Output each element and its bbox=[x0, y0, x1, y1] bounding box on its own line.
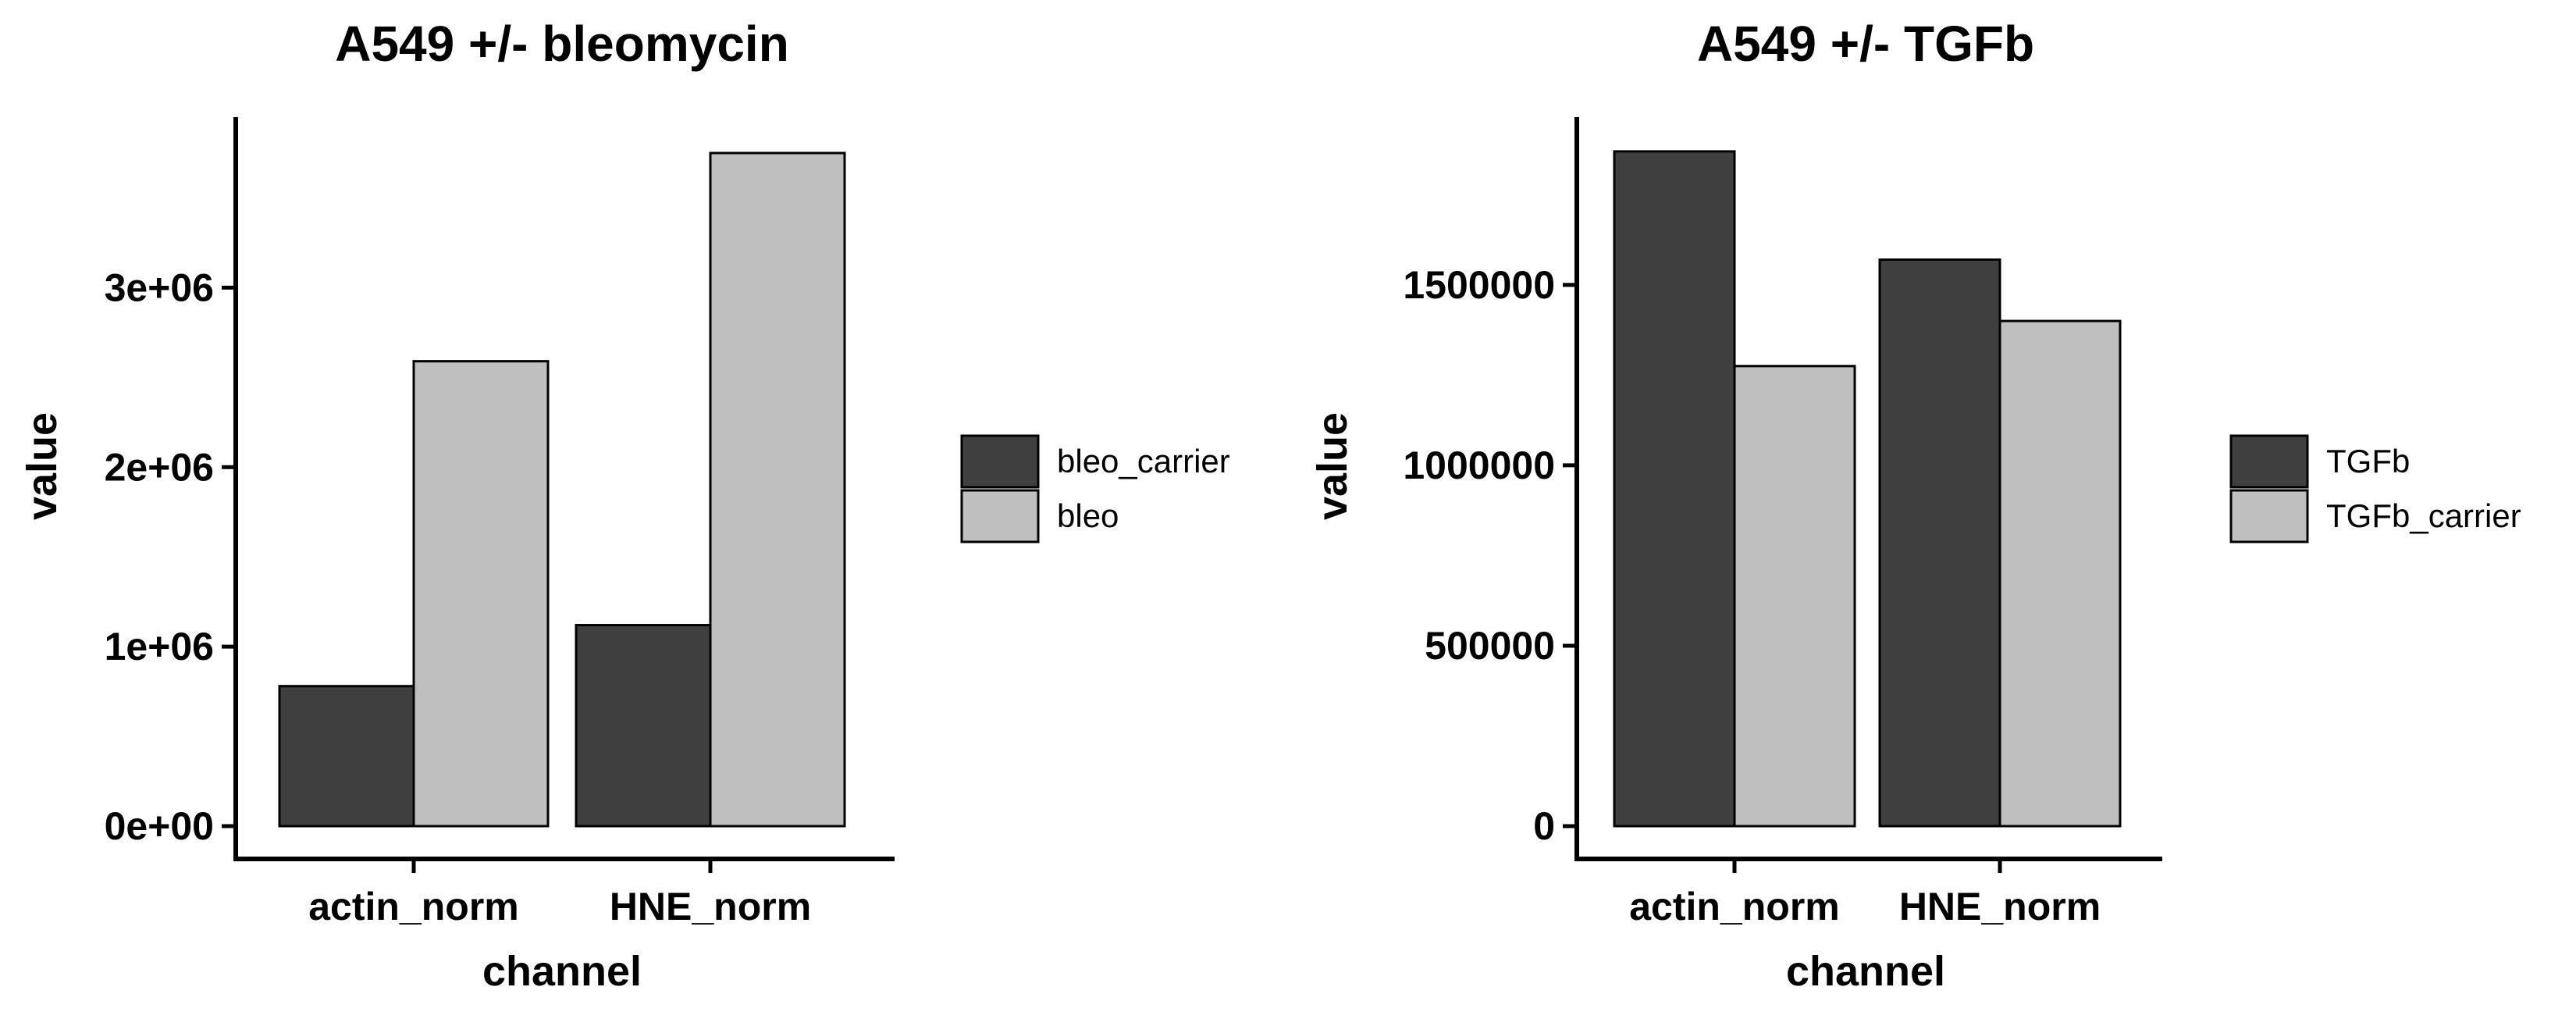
x-axis-title: channel bbox=[1786, 948, 1945, 995]
legend-label-TGFb_carrier: TGFb_carrier bbox=[2326, 497, 2521, 534]
y-tick-label: 500000 bbox=[1425, 624, 1555, 668]
bar-bleo-actin_norm bbox=[412, 360, 550, 828]
y-tick-label: 0 bbox=[1533, 804, 1555, 848]
y-axis-title: value bbox=[1309, 412, 1356, 520]
legend-label-TGFb: TGFb bbox=[2326, 443, 2410, 479]
bar-bleo-HNE_norm bbox=[709, 151, 846, 828]
y-tick-label: 1000000 bbox=[1403, 444, 1555, 487]
y-axis-title: value bbox=[19, 412, 66, 520]
chart-title: A549 +/- TGFb bbox=[1697, 16, 2034, 72]
y-tick-label: 2e+06 bbox=[105, 445, 214, 489]
y-tick-label: 1e+06 bbox=[105, 625, 214, 668]
y-tick-label: 3e+06 bbox=[105, 265, 214, 309]
x-tick-label: HNE_norm bbox=[610, 885, 811, 928]
chart-panel-tgfb: A549 +/- TGFb channel value actin_norm HN… bbox=[1309, 16, 2521, 995]
x-tick-label: HNE_norm bbox=[1899, 885, 2101, 928]
x-tick-label: actin_norm bbox=[1629, 885, 1840, 928]
legend-swatch-bleo bbox=[960, 489, 1040, 543]
bar-bleo_carrier-actin_norm bbox=[278, 685, 415, 828]
bar-TGFb_carrier-actin_norm bbox=[1733, 365, 1856, 828]
legend-label-bleo: bleo bbox=[1057, 497, 1119, 534]
y-tick-label: 0e+00 bbox=[105, 804, 214, 848]
y-tick-label: 1500000 bbox=[1403, 263, 1555, 307]
chart-panel-bleomycin: A549 +/- bleomycin channel value actin_n… bbox=[19, 16, 1230, 995]
bar-TGFb-HNE_norm bbox=[1878, 258, 2001, 828]
bar-bleo_carrier-HNE_norm bbox=[575, 624, 712, 828]
legend-swatch-TGFb bbox=[2229, 434, 2309, 489]
chart-title: A549 +/- bleomycin bbox=[335, 16, 789, 72]
x-axis-title: channel bbox=[482, 948, 642, 995]
legend-label-bleo_carrier: bleo_carrier bbox=[1057, 443, 1230, 479]
x-tick-label: actin_norm bbox=[308, 885, 519, 928]
bar-TGFb_carrier-HNE_norm bbox=[1998, 319, 2122, 828]
legend-swatch-bleo_carrier bbox=[960, 434, 1040, 489]
bar-TGFb-actin_norm bbox=[1613, 150, 1736, 828]
legend-swatch-TGFb_carrier bbox=[2229, 489, 2309, 543]
